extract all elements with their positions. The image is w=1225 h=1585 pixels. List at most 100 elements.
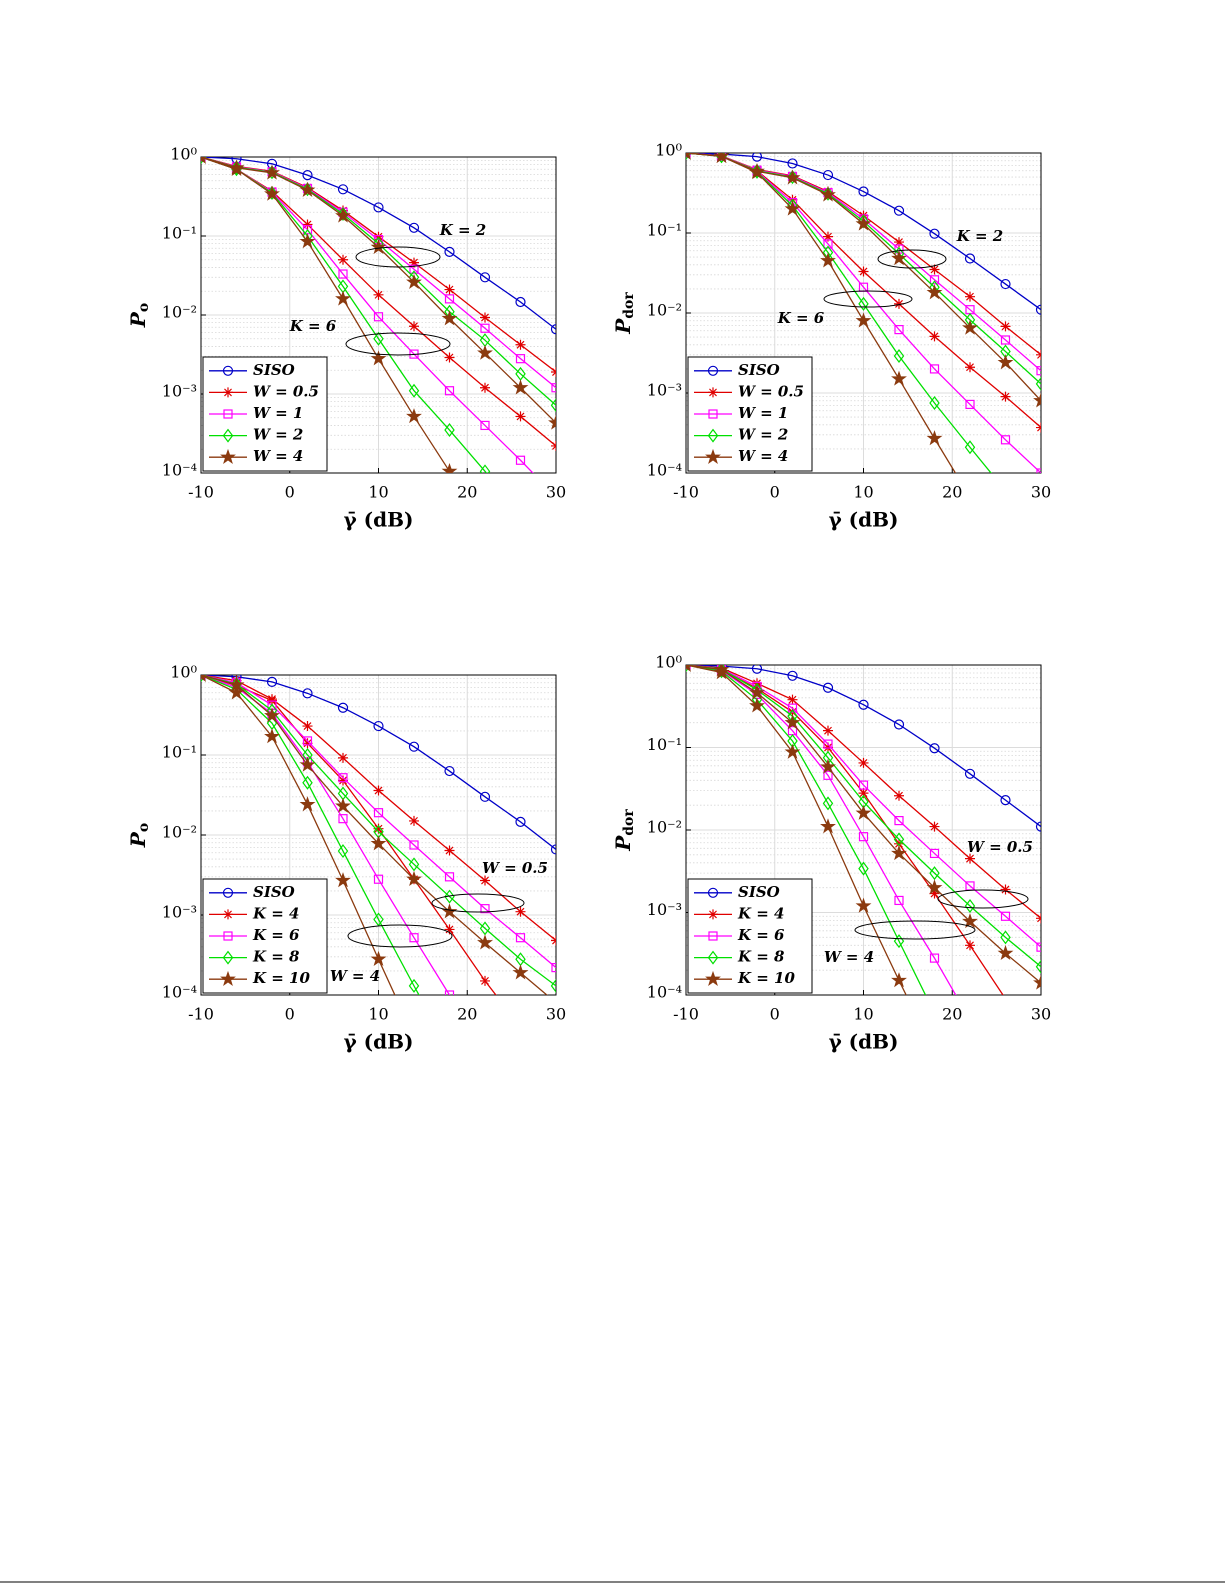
y-tick-label: 10⁻²: [647, 818, 682, 837]
series-line: [201, 675, 556, 969]
marker: [820, 758, 836, 774]
marker: [222, 887, 234, 898]
annotation: W = 0.5: [482, 859, 548, 877]
marker: [822, 796, 834, 811]
y-axis-label: Po: [126, 823, 153, 848]
legend-label: W = 0.5: [253, 382, 319, 400]
marker: [749, 164, 765, 180]
annotation-ellipse: [345, 332, 451, 356]
marker: [302, 736, 313, 746]
marker: [823, 770, 833, 780]
marker: [894, 325, 904, 335]
series-line: [201, 675, 556, 850]
x-tick-label: 10: [368, 483, 388, 502]
y-tick-label: 10⁻¹: [162, 743, 197, 762]
marker: [338, 775, 348, 786]
marker: [408, 857, 420, 872]
marker: [894, 815, 904, 826]
marker: [406, 273, 422, 289]
marker: [337, 184, 349, 195]
marker: [373, 720, 384, 732]
marker: [858, 757, 869, 768]
marker: [373, 289, 384, 300]
marker: [962, 913, 978, 929]
marker: [707, 428, 719, 443]
marker: [228, 160, 245, 176]
legend-label: K = 10: [252, 969, 310, 987]
marker: [820, 186, 836, 202]
y-tick-label: 10⁻³: [647, 381, 682, 400]
marker: [891, 845, 907, 861]
chart-panel: 10⁰ 10⁻¹ 10⁻² 10⁻³ 10⁻⁴ -10 0 10 20 30 γ̄ (dB) Po K …: [126, 145, 567, 532]
marker: [299, 756, 316, 772]
x-tick-label: -10: [673, 1005, 699, 1024]
y-tick-label: 10⁻²: [162, 823, 197, 842]
marker: [820, 252, 836, 268]
marker: [707, 950, 719, 965]
marker: [515, 455, 526, 465]
marker: [444, 765, 455, 777]
marker: [965, 362, 975, 373]
legend-label: K = 4: [737, 904, 785, 922]
marker: [373, 912, 384, 927]
marker: [264, 707, 280, 723]
marker: [406, 408, 422, 424]
chart-panel: 10⁰ 10⁻¹ 10⁻² 10⁻³ 10⁻⁴ -10 0 10 20 30 γ̄ (dB) Pdor…: [611, 141, 1052, 532]
marker: [373, 874, 384, 884]
legend-label: SISO: [738, 883, 780, 901]
marker: [479, 464, 491, 473]
marker: [370, 350, 387, 366]
marker: [1000, 435, 1011, 445]
marker: [264, 164, 280, 180]
legend-label: W = 1: [253, 404, 303, 422]
marker: [370, 835, 387, 851]
y-tick-label: 10⁰: [655, 653, 682, 672]
marker: [335, 797, 351, 813]
legend-label: W = 2: [738, 426, 788, 444]
marker: [686, 665, 691, 672]
marker: [480, 975, 490, 986]
x-tick-label: 30: [1031, 483, 1051, 502]
x-axis-label: γ̄ (dB): [344, 1030, 414, 1054]
marker: [893, 349, 905, 364]
marker: [1036, 942, 1041, 952]
marker: [858, 832, 869, 842]
series-line: [686, 665, 1041, 948]
marker: [551, 963, 556, 973]
x-axis-label: γ̄ (dB): [829, 508, 899, 532]
legend-label: W = 4: [738, 447, 788, 465]
marker: [338, 254, 348, 265]
marker: [997, 945, 1014, 961]
marker: [891, 250, 907, 266]
legend-label: W = 2: [253, 426, 303, 444]
marker: [787, 670, 798, 681]
marker: [713, 153, 730, 164]
marker: [299, 181, 316, 197]
marker: [784, 169, 801, 185]
marker: [444, 990, 455, 995]
marker: [787, 170, 798, 185]
marker: [855, 312, 872, 328]
y-tick-label: 10⁻¹: [162, 224, 197, 243]
annotation: K = 2: [956, 227, 1004, 245]
plot-frame: [200, 156, 557, 474]
marker: [220, 970, 236, 986]
marker: [858, 214, 869, 229]
x-tick-label: 20: [942, 1005, 962, 1024]
marker: [926, 879, 943, 895]
marker: [480, 904, 490, 914]
series-line: [201, 157, 556, 330]
marker: [222, 950, 234, 965]
marker: [335, 207, 351, 223]
marker: [337, 206, 349, 221]
annotation: W = 4: [330, 967, 380, 985]
marker: [929, 743, 940, 754]
marker: [335, 290, 351, 306]
y-tick-label: 10⁻³: [162, 903, 197, 922]
legend-label: K = 10: [737, 969, 795, 987]
marker: [302, 688, 313, 699]
marker: [373, 823, 384, 834]
marker: [444, 294, 455, 304]
marker: [302, 182, 313, 197]
